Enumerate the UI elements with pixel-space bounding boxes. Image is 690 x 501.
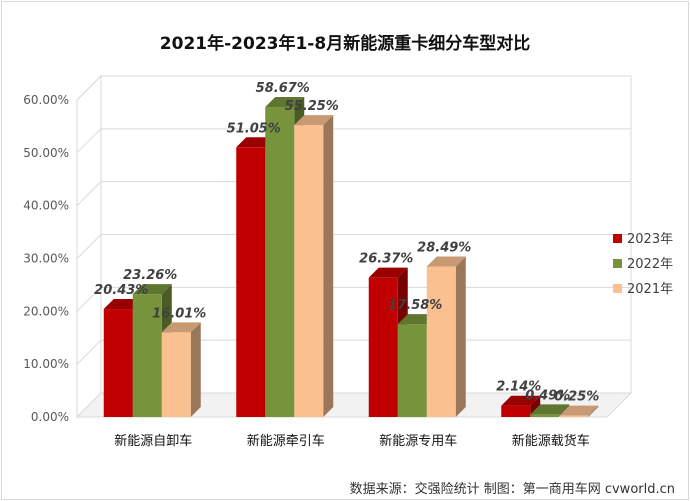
bar-front	[132, 294, 162, 417]
y-tick-label: 50.00%	[23, 146, 69, 160]
data-label: 16.01%	[152, 306, 206, 321]
data-label: 20.43%	[94, 283, 148, 298]
data-label: 26.37%	[359, 252, 413, 267]
category-label: 新能源牵引车	[247, 433, 325, 449]
bar-front	[559, 415, 589, 417]
source-note: 数据来源：交强险统计 制图：第一商用车网 cvworld.cn	[350, 481, 675, 497]
gridline	[76, 181, 631, 207]
bar-top	[530, 404, 570, 415]
legend-swatch	[613, 284, 622, 293]
data-label: 28.49%	[417, 240, 471, 255]
bar-front	[265, 107, 295, 418]
bar	[161, 322, 201, 417]
bar-front	[530, 414, 560, 417]
category-labels: 新能源自卸车 新能源牵引车 新能源专用车 新能源载货车	[114, 433, 590, 449]
legend: 2023年 2022年 2021年	[613, 232, 673, 297]
data-label: 55.25%	[285, 99, 339, 114]
bar-side	[323, 115, 334, 418]
y-tick-label: 10.00%	[23, 357, 69, 371]
bar-front	[103, 309, 133, 417]
category-label: 新能源自卸车	[114, 433, 192, 449]
bar	[426, 256, 466, 417]
category-label: 新能源专用车	[379, 433, 457, 449]
data-labels: 20.43%23.26% 16.01% 51.05% 58.67% 55.25% 26.3…	[94, 81, 599, 405]
bar-top	[501, 395, 541, 406]
bar	[501, 395, 541, 417]
gridline	[76, 234, 631, 259]
legend-swatch	[613, 234, 622, 243]
bar-side	[190, 322, 201, 417]
data-label: 17.58%	[388, 298, 442, 313]
bar-front	[397, 324, 427, 417]
bar-front	[426, 266, 456, 417]
data-label: 2.14%	[496, 380, 541, 395]
bar-front	[501, 405, 531, 417]
bar-top	[132, 284, 172, 295]
bars	[103, 97, 599, 418]
data-label: 0.25%	[554, 390, 599, 405]
data-label: 23.26%	[123, 268, 177, 283]
bar-side	[455, 256, 466, 417]
legend-swatch	[613, 259, 622, 268]
bar-top	[294, 115, 334, 126]
bar-front	[368, 277, 398, 417]
y-tick-label: 40.00%	[23, 199, 69, 213]
bar-top	[559, 405, 599, 416]
y-tick-label: 20.00%	[23, 304, 69, 318]
bar-front	[294, 125, 324, 418]
bar-top	[161, 322, 201, 333]
data-label: 58.67%	[256, 81, 310, 96]
y-axis-ticks: 0.00% 10.00% 20.00% 30.00% 40.00% 50.00% 60.00…	[23, 93, 69, 424]
bar-top	[368, 267, 408, 278]
bar-top	[426, 256, 466, 267]
chart-title: 2021年-2023年1-8月新能源重卡细分车型对比	[160, 33, 530, 54]
bar-front	[236, 147, 266, 417]
bar	[294, 115, 334, 418]
legend-label: 2022年	[627, 257, 673, 272]
legend-label: 2023年	[627, 232, 673, 247]
y-tick-label: 0.00%	[31, 410, 69, 424]
y-tick-label: 60.00%	[23, 93, 69, 107]
gridline	[76, 75, 631, 101]
gridline	[76, 128, 631, 154]
legend-label: 2021年	[627, 282, 673, 297]
bar-top	[265, 97, 305, 108]
bar-side	[530, 395, 541, 417]
data-label: 51.05%	[227, 121, 281, 136]
bar-front	[161, 332, 191, 417]
y-tick-label: 30.00%	[23, 252, 69, 266]
category-label: 新能源载货车	[512, 433, 590, 449]
bar	[559, 405, 599, 417]
bar-side	[588, 405, 599, 417]
data-label: 0.49%	[525, 388, 570, 403]
